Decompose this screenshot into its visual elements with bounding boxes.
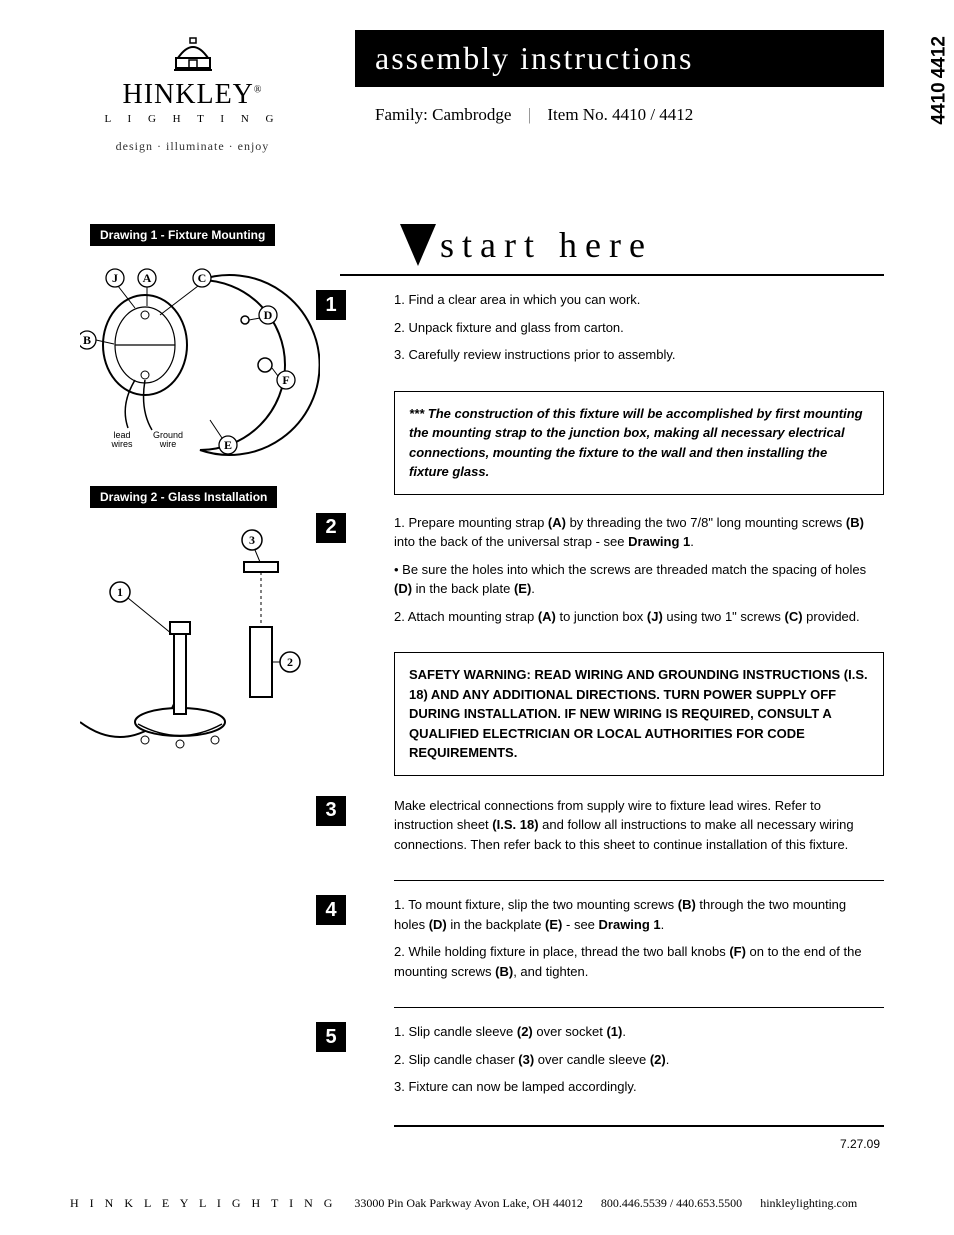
header-right: assembly instructions 4410 4412 Family: … [355, 30, 884, 125]
footer-web: hinkleylighting.com [760, 1196, 857, 1211]
step-2-bullet: • Be sure the holes into which the screw… [394, 560, 878, 599]
start-here-text: start here [440, 224, 653, 266]
header: HINKLEY® L I G H T I N G design · illumi… [70, 30, 884, 154]
step-4-line-2: 2. While holding fixture in place, threa… [394, 942, 878, 981]
footer-phone: 800.446.5539 / 440.653.5500 [601, 1196, 742, 1211]
step-5: 5 1. Slip candle sleeve (2) over socket … [340, 1022, 884, 1105]
svg-text:2: 2 [287, 655, 293, 669]
step-1-line-1: 1. Find a clear area in which you can wo… [394, 290, 878, 310]
logo-name: HINKLEY® [70, 79, 315, 111]
drawing-1-label: Drawing 1 - Fixture Mounting [90, 224, 275, 246]
family-line: Family: Cambrodge | Item No. 4410 / 4412 [355, 105, 884, 125]
step-1-line-2: 2. Unpack fixture and glass from carton. [394, 318, 878, 338]
footer-brand: H I N K L E Y L I G H T I N G [70, 1196, 336, 1211]
step-3: 3 Make electrical connections from suppl… [340, 796, 884, 863]
step-number: 3 [316, 796, 346, 826]
rule [340, 274, 884, 276]
drawing-2: 1 2 3 [80, 522, 320, 792]
step-number: 1 [316, 290, 346, 320]
step-5-line-2: 2. Slip candle chaser (3) over candle sl… [394, 1050, 878, 1070]
svg-text:B: B [83, 333, 91, 347]
separator: | [528, 105, 531, 124]
logo-subtitle: L I G H T I N G [70, 113, 315, 125]
item-code-2: 4412 [930, 36, 949, 78]
footer-address: 33000 Pin Oak Parkway Avon Lake, OH 4401… [354, 1196, 582, 1211]
construction-note: *** The construction of this fixture wil… [394, 391, 884, 495]
bottom-rule [394, 1125, 884, 1127]
item-code-1: 4410 [930, 82, 949, 124]
item-label: Item No. [547, 105, 607, 124]
step-number: 2 [316, 513, 346, 543]
step-4-line-1: 1. To mount fixture, slip the two mounti… [394, 895, 878, 934]
svg-text:wire: wire [159, 439, 177, 449]
title-bar: assembly instructions [355, 30, 884, 87]
rule [394, 880, 884, 881]
family-label: Family: [375, 105, 428, 124]
rule [394, 1007, 884, 1008]
step-number: 4 [316, 895, 346, 925]
svg-text:3: 3 [249, 533, 255, 547]
item-codes-rotated: 4410 4412 [930, 36, 949, 125]
instructions-column: start here 1 1. Find a clear area in whi… [340, 224, 884, 1151]
step-number: 5 [316, 1022, 346, 1052]
step-2: 2 1. Prepare mounting strap (A) by threa… [340, 513, 884, 635]
svg-text:wires: wires [110, 439, 133, 449]
logo-block: HINKLEY® L I G H T I N G design · illumi… [70, 30, 315, 154]
drawing-2-label: Drawing 2 - Glass Installation [90, 486, 277, 508]
svg-text:A: A [143, 271, 152, 285]
svg-text:1: 1 [117, 585, 123, 599]
svg-text:E: E [224, 438, 232, 452]
svg-text:F: F [282, 373, 289, 387]
step-5-line-1: 1. Slip candle sleeve (2) over socket (1… [394, 1022, 878, 1042]
svg-text:J: J [112, 271, 118, 285]
step-3-text: Make electrical connections from supply … [394, 796, 878, 855]
item-value: 4410 / 4412 [612, 105, 693, 124]
drawings-column: Drawing 1 - Fixture Mounting [70, 224, 330, 1151]
svg-text:D: D [264, 308, 273, 322]
start-here: start here [400, 224, 884, 266]
drawing-1: J A C B D F E le [80, 260, 320, 460]
step-2-line-1: 1. Prepare mounting strap (A) by threadi… [394, 513, 878, 552]
logo-tagline: design · illuminate · enjoy [70, 139, 315, 154]
step-4: 4 1. To mount fixture, slip the two moun… [340, 895, 884, 989]
svg-text:C: C [198, 271, 207, 285]
step-1-line-3: 3. Carefully review instructions prior t… [394, 345, 878, 365]
step-2-line-2: 2. Attach mounting strap (A) to junction… [394, 607, 878, 627]
revision-date: 7.27.09 [340, 1137, 880, 1151]
step-1: 1 1. Find a clear area in which you can … [340, 290, 884, 373]
footer: H I N K L E Y L I G H T I N G 33000 Pin … [70, 1196, 884, 1211]
step-5-line-3: 3. Fixture can now be lamped accordingly… [394, 1077, 878, 1097]
safety-warning: SAFETY WARNING: READ WIRING AND GROUNDIN… [394, 652, 884, 776]
arrow-down-icon [400, 224, 436, 266]
family-value: Cambrodge [432, 105, 511, 124]
logo-icon [168, 30, 218, 72]
